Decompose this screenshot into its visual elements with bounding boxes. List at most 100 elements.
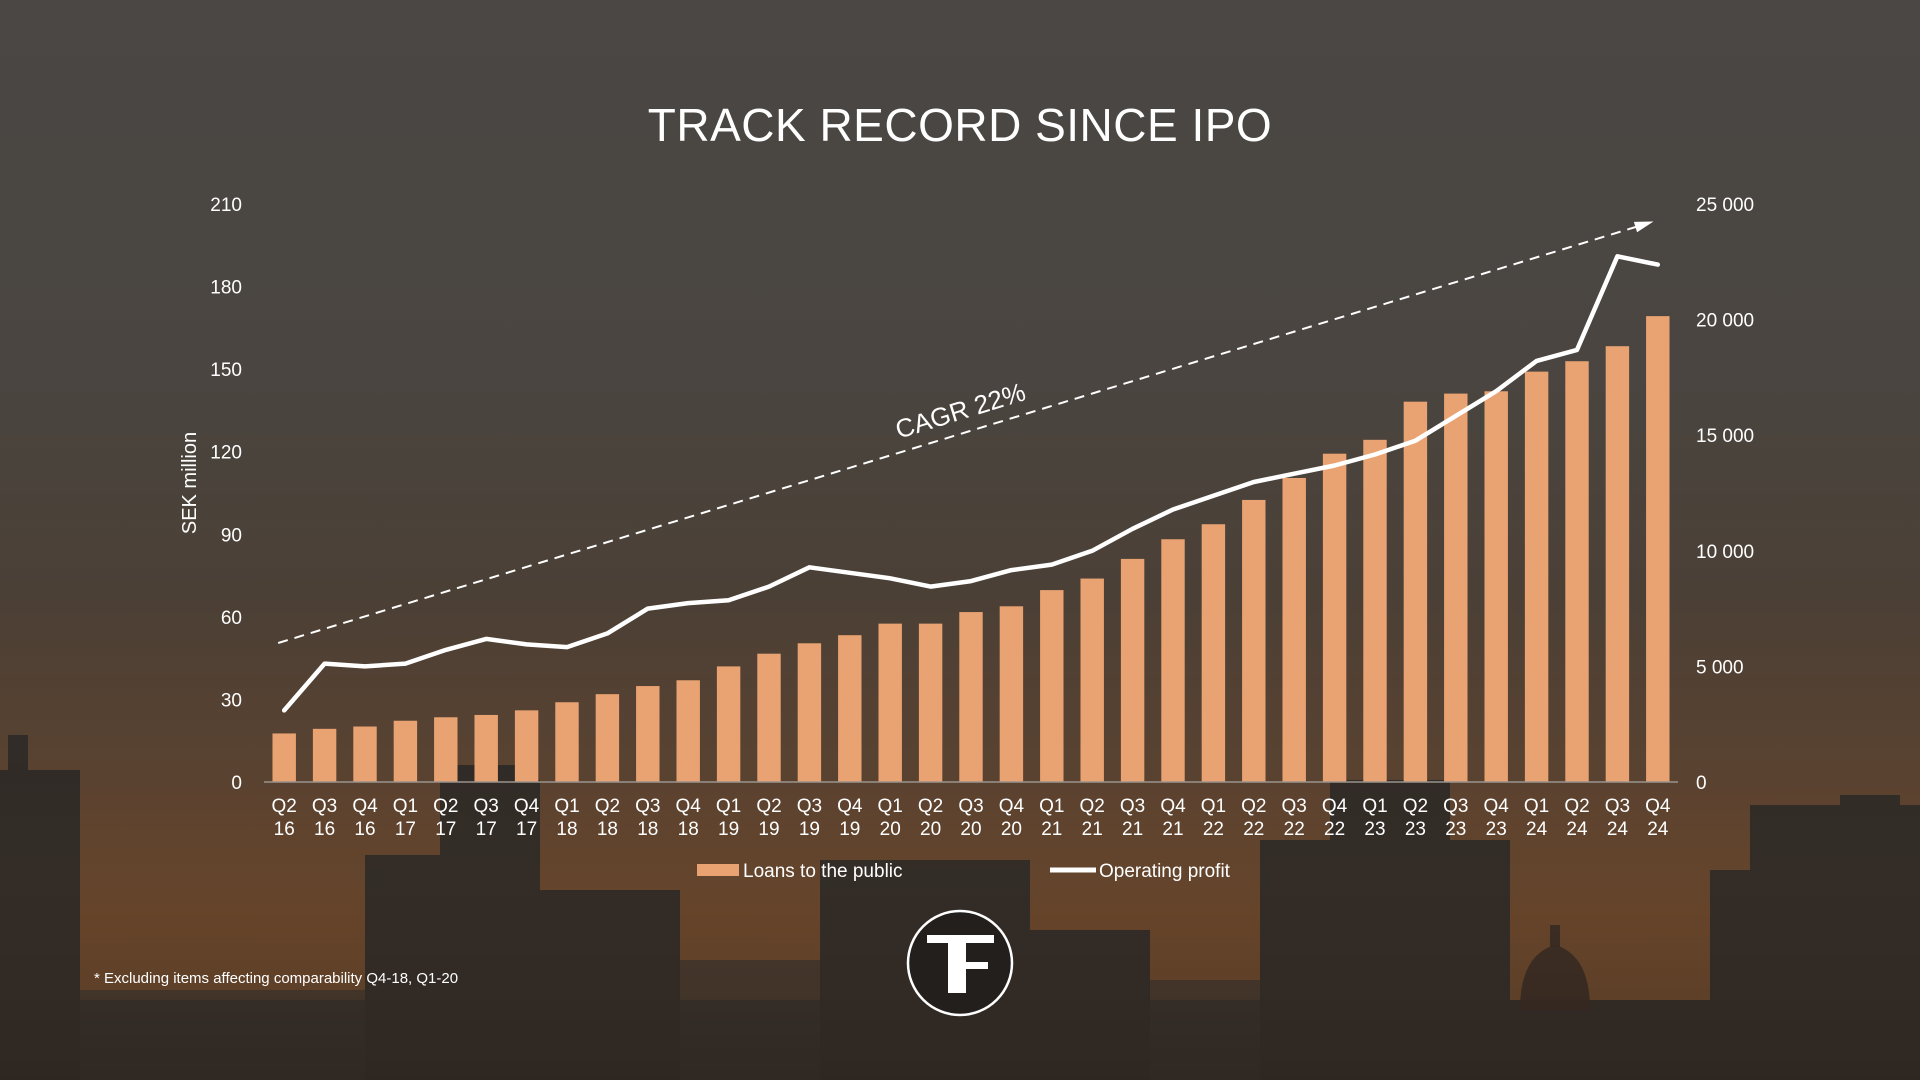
x-tick-label-year: 16	[274, 819, 295, 840]
legend-label-loans: Loans to the public	[743, 861, 903, 882]
bar	[1565, 361, 1589, 782]
x-tick-label-quarter: Q2	[595, 796, 620, 817]
x-tick-label-quarter: Q4	[1160, 796, 1186, 817]
x-tick-label-quarter: Q1	[393, 796, 418, 817]
x-tick-label-year: 20	[920, 819, 941, 840]
x-tick-label-year: 24	[1566, 819, 1588, 840]
bar	[838, 635, 862, 782]
bar	[1282, 477, 1306, 782]
chart-title: TRACK RECORD SINCE IPO	[647, 99, 1273, 151]
bar	[1605, 346, 1630, 782]
bar	[1444, 393, 1468, 782]
x-tick-label-year: 23	[1364, 819, 1385, 840]
x-tick-label-year: 22	[1203, 819, 1224, 840]
bars-loans-to-the-public	[272, 316, 1670, 782]
bar	[676, 680, 700, 782]
x-tick-label-year: 18	[597, 819, 618, 840]
company-logo	[906, 909, 1014, 1017]
bar	[1403, 401, 1428, 782]
x-tick-label-year: 18	[637, 819, 658, 840]
x-tick-label-year: 20	[880, 819, 901, 840]
cagr-label: CAGR 22%	[892, 376, 1029, 444]
x-tick-label-quarter: Q2	[272, 796, 297, 817]
bar	[918, 623, 943, 782]
x-tick-label-year: 24	[1607, 819, 1629, 840]
x-tick-label-year: 21	[1162, 819, 1183, 840]
right-axis-tick-label: 5 000	[1696, 657, 1744, 678]
x-tick-label-year: 22	[1243, 819, 1264, 840]
bar	[1363, 439, 1387, 782]
bar	[272, 733, 296, 782]
x-tick-label-year: 23	[1445, 819, 1466, 840]
x-tick-label-year: 21	[1082, 819, 1103, 840]
bar	[1484, 391, 1508, 782]
left-axis-tick-label: 210	[210, 195, 242, 216]
bar	[353, 726, 377, 782]
x-tick-label-quarter: Q4	[1322, 796, 1348, 817]
bar	[959, 612, 983, 782]
x-tick-label-quarter: Q1	[1524, 796, 1549, 817]
x-tick-label-quarter: Q3	[635, 796, 660, 817]
x-tick-label-year: 20	[960, 819, 981, 840]
x-tick-label-quarter: Q2	[918, 796, 943, 817]
cagr-trend-line	[277, 222, 1649, 644]
x-tick-label-quarter: Q4	[837, 796, 863, 817]
x-tick-label-year: 17	[476, 819, 497, 840]
left-axis-tick-label: 60	[221, 608, 242, 629]
x-tick-label-quarter: Q1	[716, 796, 741, 817]
x-tick-label-year: 24	[1526, 819, 1548, 840]
bar	[757, 653, 781, 782]
chart-legend: Loans to the public Operating profit	[697, 861, 1231, 882]
bar	[797, 643, 822, 782]
bar	[1080, 578, 1104, 782]
x-tick-label-year: 16	[314, 819, 335, 840]
x-tick-label-quarter: Q1	[1201, 796, 1226, 817]
x-tick-label-year: 17	[516, 819, 537, 840]
bar	[1161, 539, 1185, 782]
x-tick-label-quarter: Q4	[1484, 796, 1510, 817]
right-axis-tick-label: 25 000	[1696, 195, 1754, 216]
bar	[555, 702, 579, 782]
bar	[1242, 499, 1266, 782]
x-tick-label-year: 18	[678, 819, 699, 840]
bar	[434, 717, 458, 782]
left-axis-tick-label: 150	[210, 360, 242, 381]
bar	[1201, 524, 1226, 782]
bar	[514, 710, 539, 782]
bar	[1524, 371, 1549, 782]
line-operating-profit	[281, 254, 1661, 713]
x-tick-label-year: 19	[839, 819, 860, 840]
x-tick-label-year: 19	[718, 819, 739, 840]
x-tick-label-year: 19	[799, 819, 820, 840]
footnote: * Excluding items affecting comparabilit…	[94, 970, 459, 987]
x-tick-label-quarter: Q3	[312, 796, 337, 817]
x-tick-label-year: 22	[1324, 819, 1345, 840]
x-tick-label-year: 22	[1284, 819, 1305, 840]
right-axis-tick-label: 20 000	[1696, 311, 1754, 332]
bar	[999, 606, 1024, 782]
x-tick-label-quarter: Q4	[514, 796, 540, 817]
bar	[393, 720, 418, 782]
bar	[1120, 558, 1145, 782]
x-tick-label-quarter: Q2	[756, 796, 781, 817]
left-axis-tick-label: 0	[231, 773, 242, 794]
x-tick-label-year: 24	[1647, 819, 1669, 840]
x-tick-label-quarter: Q2	[1403, 796, 1428, 817]
x-tick-label-quarter: Q1	[554, 796, 579, 817]
x-tick-label-quarter: Q2	[1241, 796, 1266, 817]
right-axis-tick-label: 15 000	[1696, 426, 1754, 447]
x-tick-label-quarter: Q4	[1645, 796, 1671, 817]
legend-label-profit: Operating profit	[1099, 861, 1231, 882]
x-tick-label-quarter: Q4	[676, 796, 702, 817]
x-tick-label-quarter: Q1	[878, 796, 903, 817]
x-tick-label-year: 17	[395, 819, 416, 840]
left-axis-tick-label: 120	[210, 443, 242, 464]
x-tick-label-quarter: Q3	[1282, 796, 1307, 817]
x-tick-label-year: 23	[1486, 819, 1507, 840]
x-tick-label-quarter: Q3	[958, 796, 983, 817]
x-tick-label-year: 20	[1001, 819, 1022, 840]
x-tick-label-year: 21	[1041, 819, 1062, 840]
x-tick-label-quarter: Q3	[1120, 796, 1145, 817]
x-tick-label-year: 23	[1405, 819, 1426, 840]
x-tick-label-quarter: Q2	[1564, 796, 1589, 817]
